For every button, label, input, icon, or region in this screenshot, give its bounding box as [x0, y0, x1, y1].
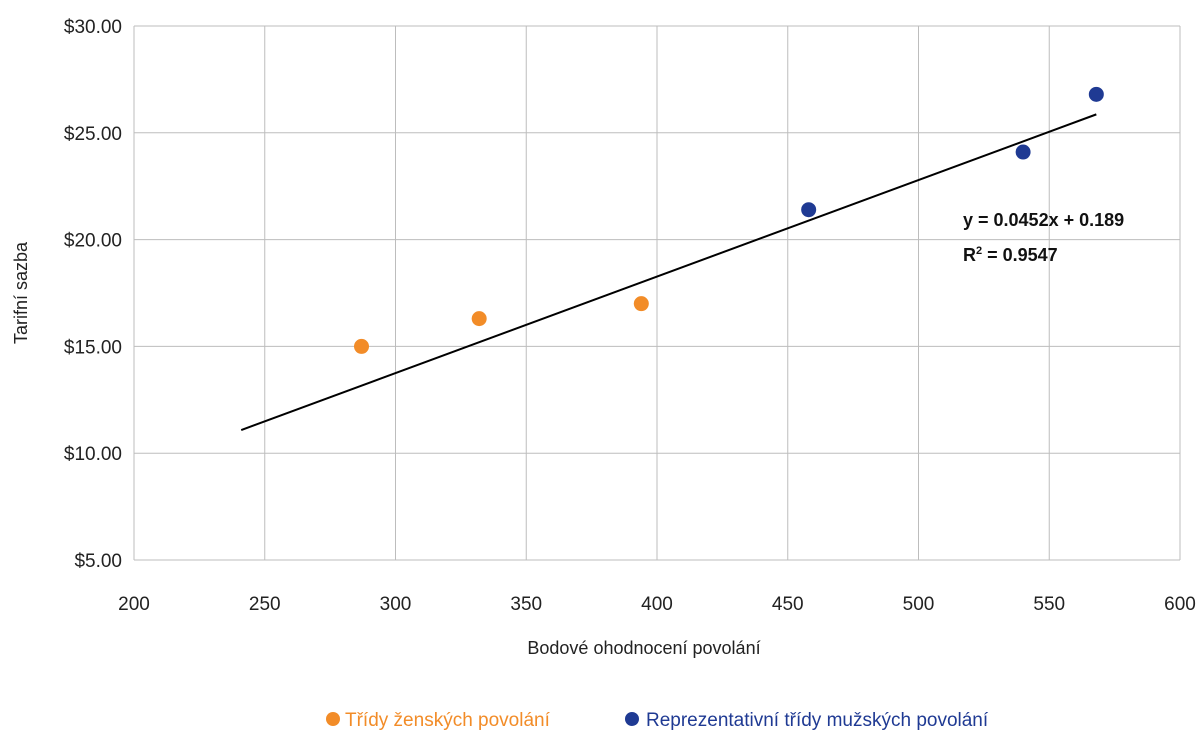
x-tick-label: 600: [1164, 594, 1196, 615]
data-point-female: [354, 338, 370, 354]
legend-marker-female: [326, 712, 340, 726]
x-tick-label: 450: [772, 594, 804, 615]
x-axis-ticks: 200 250 300 350 400 450 500 550 600: [118, 594, 1196, 615]
legend-label-male: Reprezentativní třídy mužských povolání: [646, 710, 989, 731]
grid: [133, 25, 1181, 561]
data-point-male: [1088, 86, 1104, 102]
data-point-male: [1015, 144, 1031, 160]
x-tick-label: 500: [903, 594, 935, 615]
legend-label-female: Třídy ženských povolání: [345, 710, 551, 731]
y-tick-label: $15.00: [64, 337, 122, 358]
y-tick-label: $10.00: [64, 444, 122, 465]
x-tick-label: 250: [249, 594, 281, 615]
legend-marker-male: [625, 712, 639, 726]
y-tick-label: $25.00: [64, 124, 122, 145]
data-point-female: [471, 311, 487, 327]
trendline-equation: y = 0.0452x + 0.189: [963, 210, 1124, 230]
y-tick-label: $5.00: [74, 551, 122, 572]
x-tick-label: 200: [118, 594, 150, 615]
x-axis-title: Bodové ohodnocení povolání: [527, 638, 760, 658]
legend-item-male: Reprezentativní třídy mužských povolání: [625, 710, 989, 731]
trendline-r-squared: R2 = 0.9547: [963, 245, 1058, 265]
x-tick-label: 350: [510, 594, 542, 615]
trendline: [240, 113, 1097, 432]
data-point-female: [633, 296, 649, 312]
x-tick-label: 550: [1033, 594, 1065, 615]
x-tick-label: 300: [380, 594, 412, 615]
y-axis-title: Tarifní sazba: [11, 241, 31, 344]
y-axis-ticks: $5.00 $10.00 $15.00 $20.00 $25.00 $30.00: [64, 17, 122, 572]
data-point-male: [801, 202, 817, 218]
y-tick-label: $20.00: [64, 231, 122, 252]
data-points: [354, 86, 1104, 354]
y-tick-label: $30.00: [64, 17, 122, 38]
legend: Třídy ženských povolání Reprezentativní …: [326, 710, 989, 731]
x-tick-label: 400: [641, 594, 673, 615]
legend-item-female: Třídy ženských povolání: [326, 710, 551, 731]
